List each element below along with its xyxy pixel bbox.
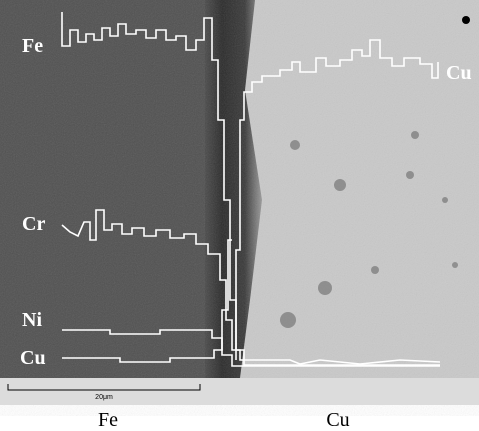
caption-left: Fe [98, 409, 118, 431]
cu-right-profile [235, 39, 439, 360]
cr-label: Cr [22, 213, 45, 235]
cr-profile [61, 209, 441, 365]
ni-profile [62, 329, 440, 367]
scale-bar-label: 20μm [95, 394, 113, 401]
line-profiles [61, 12, 441, 367]
cu-right-label: Cu [446, 62, 472, 84]
caption-right: Cu [326, 409, 349, 431]
cu-left-profile [62, 239, 232, 363]
fe-profile [61, 12, 440, 366]
cu-left-label: Cu [20, 347, 46, 369]
fe-label: Fe [22, 35, 43, 57]
ni-label: Ni [22, 309, 42, 331]
scale-strip: 20μm [0, 378, 479, 405]
